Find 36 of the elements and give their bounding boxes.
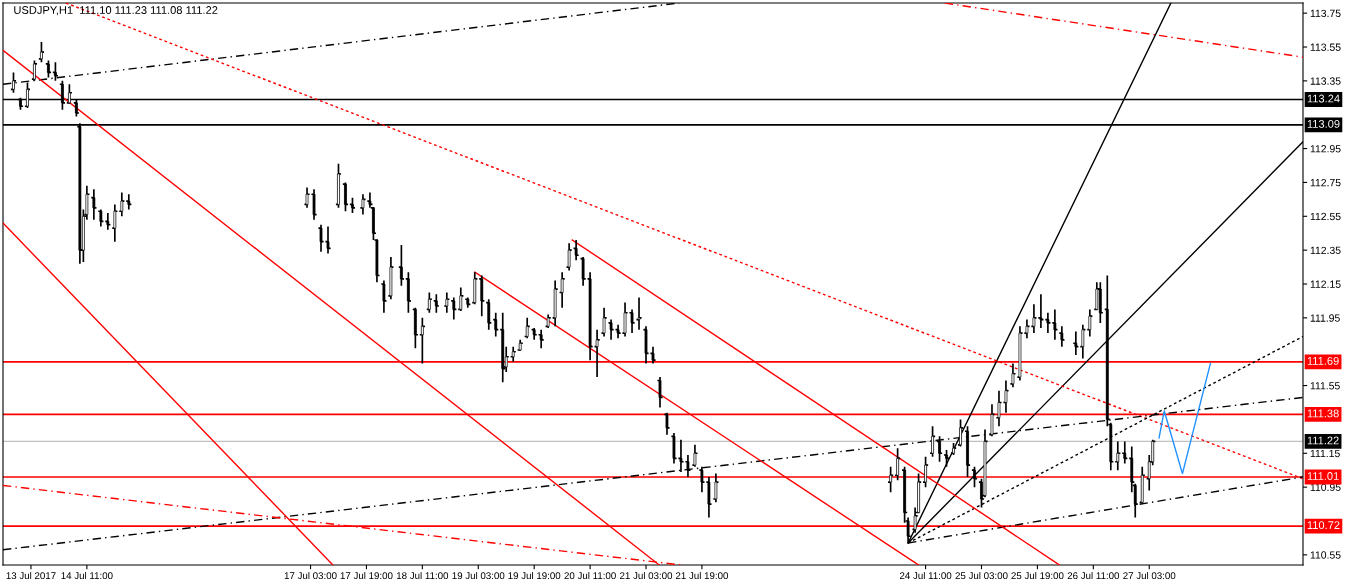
y-tick-label: 110.55 <box>1310 551 1341 559</box>
ref-line-label: 113.24 <box>1307 94 1340 103</box>
ref-line-label: 110.72 <box>1307 521 1340 530</box>
x-tick-label: 19 Jul 19:00 <box>508 571 561 580</box>
y-tick-label: 113.35 <box>1310 77 1341 85</box>
x-tick-label: 17 Jul 19:00 <box>340 571 393 580</box>
ref-line-label: 111.69 <box>1307 356 1339 365</box>
y-tick-label: 113.75 <box>1310 9 1341 18</box>
x-tick-label: 25 Jul 03:00 <box>955 571 1008 580</box>
x-tick-label: 18 Jul 11:00 <box>396 571 449 580</box>
x-tick-label: 25 Jul 19:00 <box>1011 571 1064 580</box>
ref-line-label: 111.01 <box>1307 472 1339 480</box>
y-tick-label: 113.55 <box>1310 43 1341 51</box>
ref-line-label: 111.38 <box>1307 409 1339 418</box>
y-tick-label: 112.95 <box>1310 145 1341 153</box>
y-tick-label: 110.95 <box>1310 483 1341 492</box>
x-tick-label: 17 Jul 03:00 <box>284 571 337 580</box>
x-tick-label: 13 Jul 2017 <box>6 571 56 580</box>
y-tick-label: 112.55 <box>1310 212 1341 221</box>
x-tick-label: 24 Jul 11:00 <box>899 571 952 580</box>
y-tick-label: 111.55 <box>1310 382 1340 390</box>
x-tick-label: 26 Jul 11:00 <box>1067 571 1120 580</box>
x-tick-label: 21 Jul 03:00 <box>620 571 673 580</box>
x-tick-label: 27 Jul 03:00 <box>1123 571 1176 580</box>
y-tick-label: 112.35 <box>1310 246 1341 255</box>
chart-title: USDJPY,H1 111.10 111.23 111.08 111.22 <box>14 6 218 16</box>
x-tick-label: 20 Jul 11:00 <box>564 571 616 580</box>
y-tick-label: 111.15 <box>1310 449 1340 458</box>
y-tick-label: 112.15 <box>1310 280 1341 288</box>
y-tick-label: 112.75 <box>1310 178 1341 187</box>
x-tick-label: 14 Jul 11:00 <box>61 571 113 580</box>
x-tick-label: 19 Jul 03:00 <box>452 571 505 580</box>
ref-line-label: 111.22 <box>1307 436 1339 445</box>
x-tick-label: 21 Jul 19:00 <box>675 571 729 580</box>
ref-line-label: 113.09 <box>1307 119 1340 128</box>
y-tick-label: 111.95 <box>1310 314 1340 322</box>
